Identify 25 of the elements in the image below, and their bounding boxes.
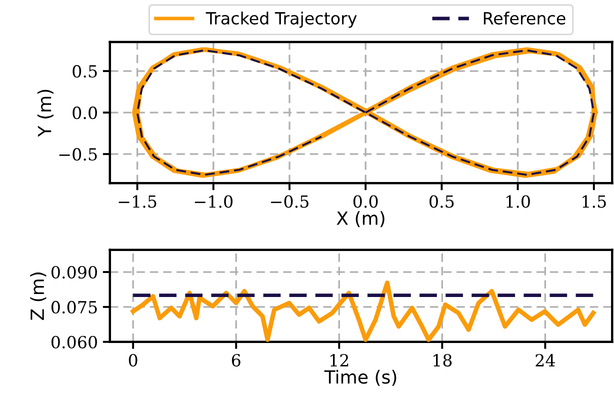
y-axis-title: Y (m): [37, 90, 54, 137]
x-tick-label: 24: [536, 354, 555, 366]
x-axis-title: X (m): [336, 211, 384, 228]
y-tick-label: −0.5: [59, 148, 97, 161]
x-tick-label: −0.5: [271, 195, 308, 208]
x-tick-label: 1.0: [506, 195, 530, 208]
x-tick-label: −1.5: [118, 195, 156, 208]
x-tick-label: 6: [232, 354, 240, 367]
y-axis-title: Z (m): [30, 272, 46, 320]
y-tick-label: 0.075: [51, 300, 97, 314]
x-axis-title: Time (s): [324, 370, 396, 386]
y-tick-label: 0.060: [51, 336, 97, 348]
x-tick-label: 0.5: [430, 195, 454, 208]
y-tick-label: 0.090: [51, 266, 97, 279]
x-tick-label: 1.5: [582, 195, 606, 208]
legend-label: Tracked Trajectory: [206, 12, 357, 28]
legend-label: Reference: [484, 12, 566, 25]
x-tick-label: 0: [128, 354, 138, 367]
y-tick-label: 0.0: [72, 106, 97, 120]
y-tick-label: 0.5: [72, 65, 97, 78]
x-tick-label: −1.0: [194, 195, 233, 208]
x-tick-label: 0.0: [353, 195, 378, 208]
x-tick-label: 18: [434, 354, 452, 367]
x-tick-label: 12: [330, 354, 348, 366]
line-series: [130, 280, 596, 342]
